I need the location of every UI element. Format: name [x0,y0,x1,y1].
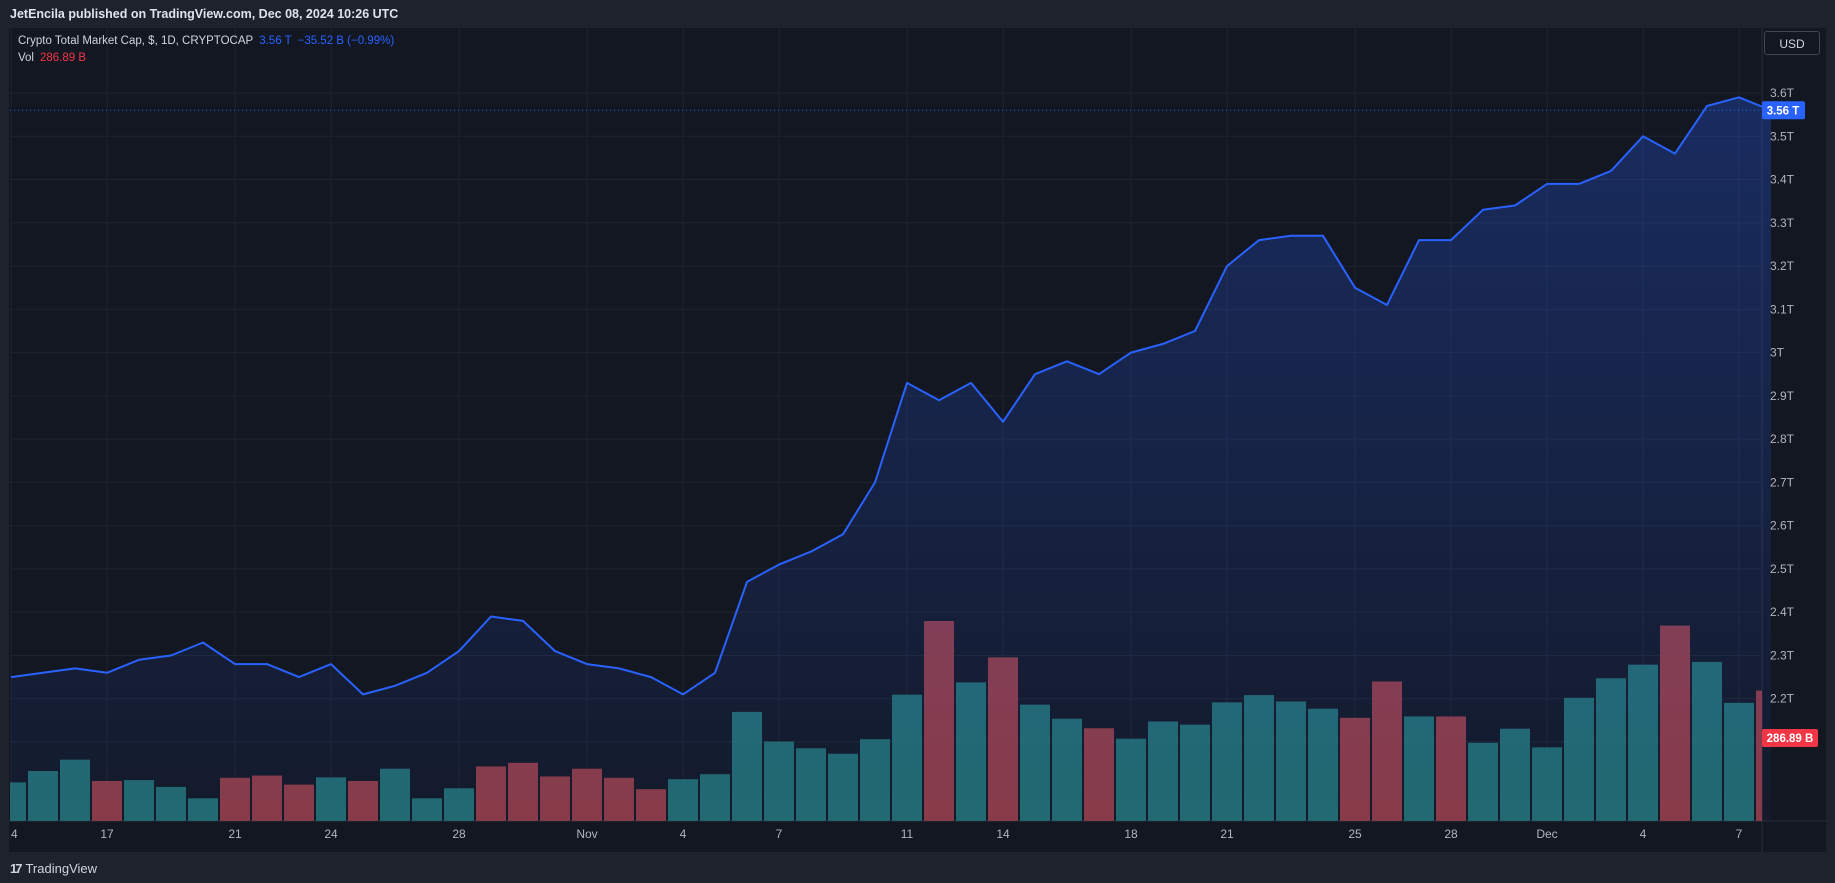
x-tick-label: 21 [1220,827,1234,841]
header-bar: JetEncila published on TradingView.com, … [0,0,1835,28]
x-tick-label: 11 [901,827,914,841]
price-area-fill [11,97,1771,822]
legend-vol-value: 286.89 B [40,52,87,64]
footer-bar: 17 TradingView [0,852,1835,883]
last-volume-badge-label: 286.89 B [1767,733,1814,745]
y-tick-label: 3.6T [1770,86,1795,100]
x-tick-label: Nov [576,827,597,841]
price-line [10,96,1772,696]
x-tick-label: 28 [1444,827,1458,841]
x-tick-label: 4 [680,827,687,841]
y-tick-label: 2.4T [1770,605,1795,619]
x-tick-label: 24 [324,827,338,841]
last-volume-badge [1762,729,1818,747]
time-axis[interactable]: 4 17 21 24 28 Nov 4 7 11 14 18 21 25 28 Dec 4 7 [11,827,1743,841]
price-area [11,97,1771,822]
y-tick-label: 2.9T [1770,389,1795,403]
last-price-badge-label: 3.56 T [1767,105,1800,117]
y-tick-label: 3.2T [1770,259,1795,273]
legend-symbol[interactable]: Crypto Total Market Cap, $, 1D, CRYPTOCA… [18,35,254,47]
x-tick-label: Dec [1536,827,1557,841]
x-tick-label: 28 [452,827,466,841]
x-tick-label: 4 [1640,827,1647,841]
legend-last-value: 3.56 T [259,35,292,47]
price-badges: 3.56 T 286.89 B [1762,101,1818,747]
currency-button[interactable]: USD [1764,31,1820,55]
y-tick-label: 3.5T [1770,129,1795,143]
y-tick-label: 3.3T [1770,216,1795,230]
x-tick-label: 4 [11,827,18,841]
y-tick-label: 3.1T [1770,302,1795,316]
y-tick-label: 3.4T [1770,173,1795,187]
x-tick-label: 17 [100,827,114,841]
x-tick-label: 14 [996,827,1010,841]
x-tick-label: 18 [1124,827,1138,841]
price-axis[interactable]: 2.1T2.2T2.3T2.4T2.5T2.6T2.7T2.8T2.9T3T3.… [1770,86,1795,749]
y-tick-label: 3T [1770,346,1785,360]
price-line-path [10,96,1772,696]
brand-label: TradingView [25,861,98,876]
y-tick-label: 2.7T [1770,475,1795,489]
y-tick-label: 2.6T [1770,519,1795,533]
y-tick-label: 2.5T [1770,562,1795,576]
y-tick-label: 2.8T [1770,432,1795,446]
legend-vol-label[interactable]: Vol [18,52,34,64]
publisher-caption: JetEncila published on TradingView.com, … [10,7,399,21]
last-price-badge [1762,101,1805,120]
x-tick-label: 21 [228,827,242,841]
legend-symbol-row[interactable]: Crypto Total Market Cap, $, 1D, CRYPTOCA… [18,35,394,47]
y-tick-label: 2.2T [1770,692,1795,706]
tradingview-brand[interactable]: 17 TradingView [10,861,97,876]
legend-change: −35.52 B (−0.99%) [297,35,395,47]
tradingview-logo-icon: 17 [10,861,23,876]
x-tick-label: 7 [776,827,783,841]
legend-volume-row[interactable]: Vol 286.89 B [18,52,86,64]
x-tick-label: 25 [1348,827,1362,841]
x-tick-label: 7 [1736,827,1743,841]
y-tick-label: 2.3T [1770,648,1795,662]
